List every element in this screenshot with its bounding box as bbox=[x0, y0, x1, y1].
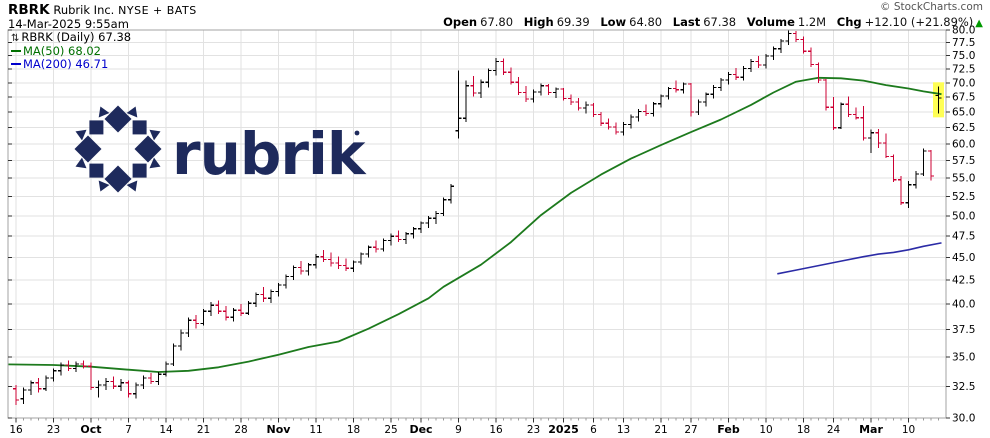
svg-text:75.0: 75.0 bbox=[952, 50, 975, 62]
legend-series-label: RBRK (Daily) 67.38 bbox=[21, 30, 132, 44]
svg-text:24: 24 bbox=[827, 424, 841, 436]
y-axis: 80.077.575.072.5 70.0 67.5 65.0 62.5 60.0 57.5… bbox=[8, 25, 975, 425]
svg-text:23: 23 bbox=[527, 424, 540, 436]
high-label: High bbox=[523, 15, 554, 29]
svg-text:16: 16 bbox=[489, 424, 503, 436]
svg-text:Mar: Mar bbox=[859, 423, 883, 436]
volume-label: Volume bbox=[746, 15, 795, 29]
watermark-logo: rubrik bbox=[74, 105, 368, 193]
svg-text:2025: 2025 bbox=[548, 423, 579, 436]
legend-ma50[interactable]: MA(50) 68.02 bbox=[11, 43, 131, 59]
svg-text:28: 28 bbox=[234, 424, 247, 436]
svg-text:52.5: 52.5 bbox=[952, 191, 975, 203]
svg-text:21: 21 bbox=[197, 424, 210, 436]
high-value: 69.39 bbox=[556, 15, 590, 29]
svg-text:21: 21 bbox=[654, 424, 667, 436]
ticker-symbol: RBRK bbox=[8, 2, 50, 18]
svg-text:37.5: 37.5 bbox=[952, 324, 975, 336]
svg-text:55.0: 55.0 bbox=[952, 173, 975, 185]
open-label: Open bbox=[443, 15, 478, 29]
svg-text:18: 18 bbox=[797, 424, 810, 436]
svg-text:23: 23 bbox=[47, 424, 60, 436]
x-axis: 16 23 Oct 7 14 21 28 Nov 11 18 25 Dec 9 16 23 2025 6 13 21… bbox=[9, 418, 939, 436]
svg-text:57.5: 57.5 bbox=[952, 155, 975, 167]
svg-text:60.0: 60.0 bbox=[952, 138, 975, 150]
stockcharts-copyright: © StockCharts.com bbox=[880, 1, 983, 13]
svg-text:16: 16 bbox=[9, 424, 23, 436]
ma200-line bbox=[777, 242, 942, 275]
collapse-arrows-icon[interactable]: ⇅ bbox=[11, 33, 20, 44]
svg-text:40.0: 40.0 bbox=[952, 299, 975, 311]
low-value: 64.80 bbox=[629, 15, 663, 29]
svg-text:Nov: Nov bbox=[267, 423, 292, 436]
svg-text:14: 14 bbox=[159, 424, 173, 436]
svg-text:9: 9 bbox=[455, 424, 462, 436]
svg-text:42.5: 42.5 bbox=[952, 275, 975, 287]
svg-text:6: 6 bbox=[590, 424, 597, 436]
svg-text:50.0: 50.0 bbox=[952, 210, 975, 222]
svg-text:70.0: 70.0 bbox=[952, 77, 975, 89]
title-line: RBRK Rubrik Inc. NYSE + BATS bbox=[8, 2, 197, 18]
change-label: Chg bbox=[836, 15, 862, 29]
open-value: 67.80 bbox=[480, 15, 514, 29]
svg-text:47.5: 47.5 bbox=[952, 231, 975, 243]
svg-text:Feb: Feb bbox=[717, 423, 740, 436]
ma50-line-swatch bbox=[11, 49, 21, 52]
svg-text:Dec: Dec bbox=[409, 423, 432, 436]
low-label: Low bbox=[600, 15, 627, 29]
svg-text:Oct: Oct bbox=[80, 423, 101, 436]
change-value: +12.10 (+21.89%) bbox=[864, 15, 974, 29]
last-label: Last bbox=[672, 15, 701, 29]
legend-ma50-label: MA(50) 68.02 bbox=[23, 43, 101, 58]
svg-text:45.0: 45.0 bbox=[952, 252, 975, 264]
svg-text:rubrik: rubrik bbox=[172, 120, 367, 188]
ma50-line bbox=[7, 76, 942, 373]
company-name: Rubrik Inc. bbox=[53, 3, 115, 17]
plot-frame bbox=[7, 29, 947, 419]
legend-ma200[interactable]: MA(200) 46.71 bbox=[11, 57, 131, 72]
svg-text:35.0: 35.0 bbox=[952, 352, 975, 364]
svg-text:10: 10 bbox=[759, 424, 772, 436]
svg-text:32.5: 32.5 bbox=[952, 381, 975, 393]
svg-text:62.5: 62.5 bbox=[952, 122, 975, 134]
ma200-line-swatch bbox=[11, 63, 21, 65]
svg-text:7: 7 bbox=[125, 424, 132, 436]
last-value: 67.38 bbox=[703, 15, 737, 29]
quote-summary-line: Open 67.80 High 69.39 Low 64.80 Last 67.38 V… bbox=[436, 15, 983, 29]
volume-value: 1.2M bbox=[797, 15, 827, 29]
svg-text:67.5: 67.5 bbox=[952, 92, 975, 104]
svg-text:13: 13 bbox=[617, 424, 630, 436]
svg-text:11: 11 bbox=[309, 424, 322, 436]
svg-text:65.0: 65.0 bbox=[952, 107, 975, 119]
svg-text:77.5: 77.5 bbox=[952, 37, 975, 49]
svg-text:18: 18 bbox=[347, 424, 360, 436]
svg-text:72.5: 72.5 bbox=[952, 63, 975, 75]
chart-legend: ⇅ RBRK (Daily) 67.38 MA(50) 68.02 MA(200)… bbox=[11, 30, 132, 72]
svg-text:80.0: 80.0 bbox=[952, 25, 975, 37]
svg-text:25: 25 bbox=[384, 424, 397, 436]
exchange-name: NYSE + BATS bbox=[118, 4, 197, 17]
legend-main-series[interactable]: ⇅ RBRK (Daily) 67.38 bbox=[11, 30, 132, 45]
ohlc-bars-layer bbox=[13, 30, 942, 406]
legend-ma200-label: MA(200) 46.71 bbox=[23, 57, 109, 71]
chart-datetime: 14-Mar-2025 9:55am bbox=[8, 17, 129, 31]
svg-text:10: 10 bbox=[902, 424, 915, 436]
change-up-icon: ▲ bbox=[975, 18, 983, 29]
svg-text:30.0: 30.0 bbox=[952, 413, 975, 425]
svg-text:27: 27 bbox=[684, 424, 697, 436]
grid-layer bbox=[8, 29, 946, 419]
